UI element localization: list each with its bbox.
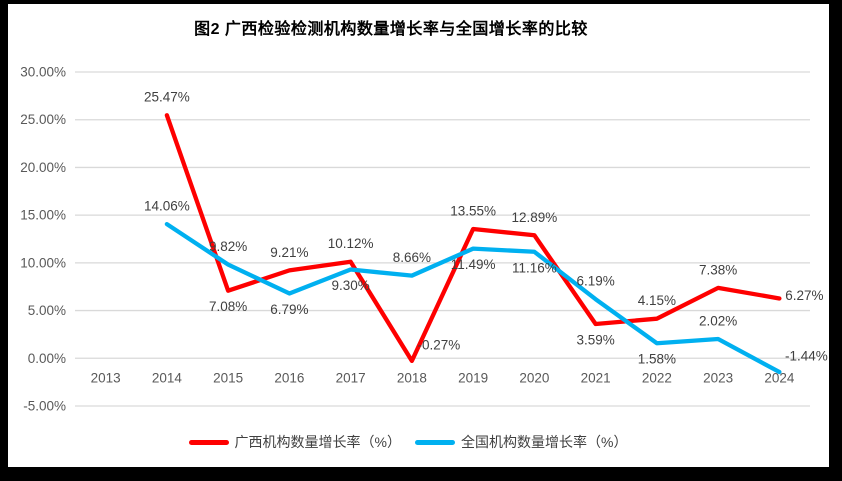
- data-label: -1.44%: [785, 349, 828, 364]
- data-label: 1.58%: [638, 352, 676, 367]
- data-label: 9.30%: [331, 278, 369, 293]
- data-label: 6.27%: [785, 288, 823, 303]
- x-tick-label: 2015: [213, 371, 243, 386]
- y-tick-label: 15.00%: [20, 208, 66, 223]
- data-label: 2.02%: [699, 314, 737, 329]
- red-line-swatch-icon: [188, 439, 229, 445]
- x-tick-label: 2017: [336, 371, 366, 386]
- chart-surface: [8, 4, 829, 467]
- data-label: 14.06%: [144, 199, 190, 214]
- chart-legend: 广西机构数量增长率（%） 全国机构数量增长率（%）: [8, 432, 808, 452]
- x-tick-label: 2024: [764, 371, 795, 386]
- data-label: -0.27%: [417, 337, 460, 352]
- data-label: 6.19%: [576, 274, 614, 289]
- legend-label-national: 全国机构数量增长率（%）: [461, 434, 628, 450]
- data-label: 3.59%: [576, 333, 614, 348]
- data-label: 12.89%: [511, 210, 557, 225]
- y-tick-label: -5.00%: [23, 399, 66, 414]
- series-line-1: [164, 221, 782, 375]
- x-tick-label: 2019: [458, 371, 488, 386]
- x-tick-label: 2013: [91, 371, 121, 386]
- y-tick-label: 25.00%: [20, 112, 66, 127]
- data-label: 9.82%: [209, 239, 247, 254]
- legend-label-guangxi: 广西机构数量增长率（%）: [234, 434, 401, 450]
- chart-title: 图2 广西检验检测机构数量增长率与全国增长率的比较: [194, 21, 588, 38]
- legend-item-guangxi: 广西机构数量增长率（%）: [188, 432, 401, 452]
- x-tick-label: 2021: [581, 371, 611, 386]
- data-label: 11.16%: [512, 260, 557, 275]
- x-tick-label: 2023: [703, 371, 733, 386]
- data-label: 13.55%: [450, 203, 496, 218]
- data-label: 4.15%: [638, 293, 676, 308]
- y-tick-label: 30.00%: [20, 65, 66, 80]
- data-label: 8.66%: [393, 250, 431, 265]
- y-tick-label: 5.00%: [28, 303, 66, 318]
- y-tick-label: 20.00%: [20, 160, 66, 175]
- legend-item-national: 全国机构数量增长率（%）: [415, 432, 627, 452]
- data-label: 7.38%: [699, 262, 737, 277]
- blue-line-swatch-icon: [415, 439, 455, 445]
- data-label: 6.79%: [270, 302, 308, 317]
- x-tick-label: 2014: [152, 371, 183, 386]
- data-label: 25.47%: [144, 90, 190, 105]
- y-tick-label: 0.00%: [28, 351, 66, 366]
- data-label: 9.21%: [270, 245, 308, 260]
- x-tick-label: 2022: [642, 371, 672, 386]
- data-label: 10.12%: [328, 236, 374, 251]
- data-label: 11.49%: [451, 257, 496, 272]
- y-tick-label: 10.00%: [20, 255, 66, 270]
- series-line-0: [164, 113, 782, 364]
- data-label: 7.08%: [209, 299, 247, 314]
- x-tick-label: 2018: [397, 371, 427, 386]
- x-tick-label: 2016: [274, 371, 304, 386]
- x-tick-label: 2020: [519, 371, 549, 386]
